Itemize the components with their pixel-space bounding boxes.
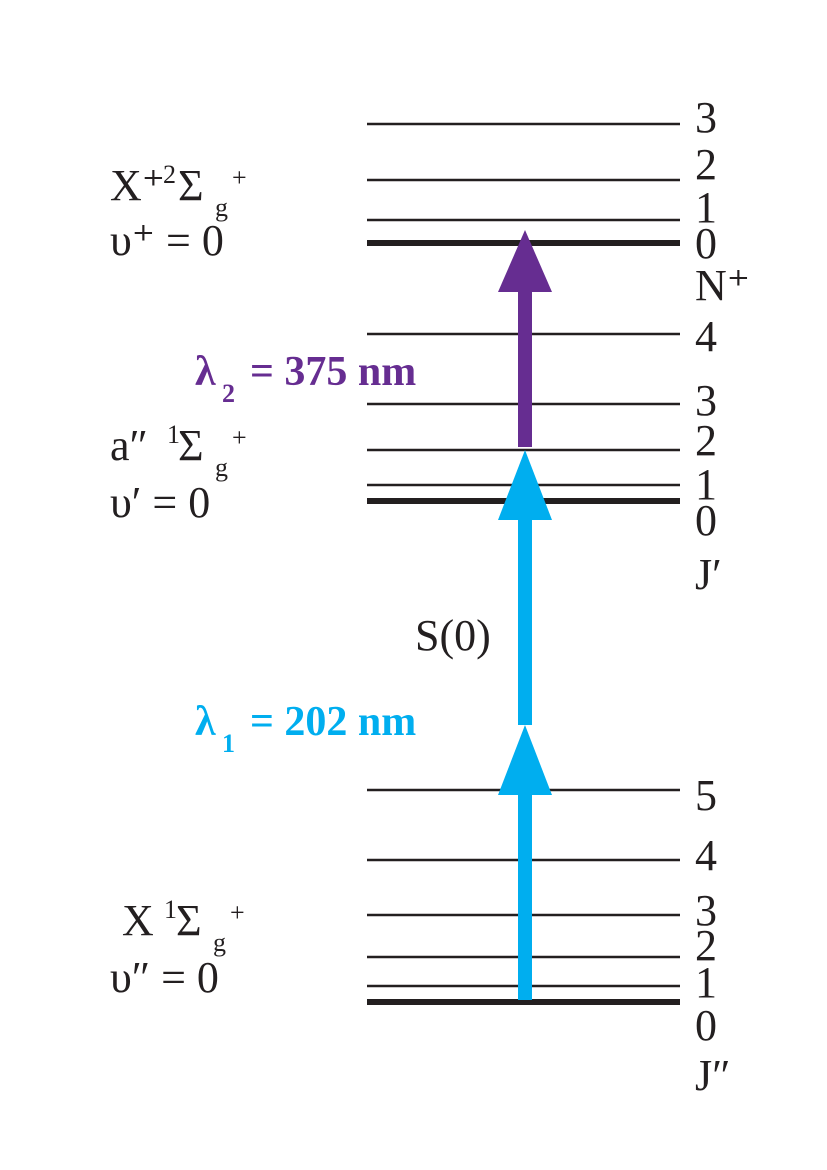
term-multiplicity: 2	[163, 160, 176, 189]
level-label: 1	[695, 958, 717, 1007]
arrow-head	[498, 450, 552, 520]
term-letter: a″	[110, 421, 148, 470]
level-label: 1	[695, 460, 717, 509]
wavelength-value: = 202 nm	[250, 699, 416, 745]
term-letter: X⁺	[110, 161, 165, 210]
level-label: 2	[695, 416, 717, 465]
term-symbol: X 1 Σ g +	[122, 879, 245, 961]
level-label: 4	[695, 312, 717, 361]
wavelength-symbol: λ	[195, 699, 216, 745]
level-label: 5	[695, 771, 717, 820]
branch-label: S(0)	[415, 611, 491, 660]
arrow-head	[498, 725, 552, 795]
quantum-number-label: J′	[695, 550, 722, 599]
quantum-number-label: J″	[695, 1051, 730, 1100]
level-label: 2	[695, 140, 717, 189]
term-symbol: X⁺ 2 Σ g +	[110, 144, 247, 226]
wavelength-label: λ 1 = 202 nm	[195, 699, 416, 762]
level-label: 3	[695, 376, 717, 425]
term-symbol-letter: Σ	[178, 161, 204, 210]
level-label: 3	[695, 886, 717, 935]
arrow-shaft	[518, 790, 532, 1000]
term-multiplicity: 1	[167, 420, 180, 449]
term-subscript: g	[213, 928, 226, 957]
wavelength-symbol: λ	[195, 349, 216, 395]
term-superscript: +	[232, 423, 247, 452]
level-label: 0	[695, 496, 717, 545]
term-subscript: g	[215, 193, 228, 222]
vibrational-level: υ″ = 0	[110, 953, 219, 1002]
level-label: 1	[695, 183, 717, 232]
arrow-shaft	[518, 288, 532, 447]
term-multiplicity: 1	[164, 895, 177, 924]
term-subscript: g	[215, 453, 228, 482]
excitation-arrows	[498, 230, 552, 1000]
wavelength-subscript: 2	[222, 379, 235, 408]
term-symbol-letter: Σ	[178, 421, 204, 470]
term-letter: X	[122, 896, 154, 945]
term-superscript: +	[230, 898, 245, 927]
arrow-head	[498, 230, 552, 292]
level-label: 2	[695, 921, 717, 970]
term-symbol-letter: Σ	[176, 896, 202, 945]
wavelength-subscript: 1	[222, 729, 235, 758]
level-label: 0	[695, 219, 717, 268]
level-label: 4	[695, 831, 717, 880]
arrow-shaft	[518, 515, 532, 725]
vibrational-level: υ⁺ = 0	[110, 216, 224, 265]
wavelength-value: = 375 nm	[250, 349, 416, 395]
quantum-number-label: N⁺	[695, 261, 750, 310]
level-label: 0	[695, 1001, 717, 1050]
wavelength-label: λ 2 = 375 nm	[195, 349, 416, 412]
vibrational-level: υ′ = 0	[110, 478, 210, 527]
term-symbol: a″ 1 Σ g +	[110, 404, 247, 486]
term-superscript: +	[232, 163, 247, 192]
level-label: 3	[695, 93, 717, 142]
